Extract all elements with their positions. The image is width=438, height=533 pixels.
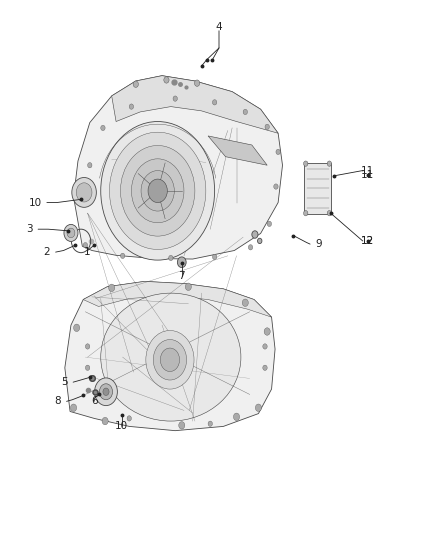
Circle shape bbox=[304, 211, 308, 216]
Circle shape bbox=[141, 171, 174, 211]
Circle shape bbox=[88, 163, 92, 168]
Circle shape bbox=[267, 221, 272, 227]
Circle shape bbox=[120, 146, 195, 236]
Circle shape bbox=[208, 421, 212, 426]
Circle shape bbox=[67, 228, 75, 238]
Circle shape bbox=[120, 253, 125, 259]
Circle shape bbox=[274, 184, 278, 189]
Circle shape bbox=[255, 404, 261, 411]
Text: 11: 11 bbox=[361, 166, 374, 175]
Circle shape bbox=[304, 161, 308, 166]
Circle shape bbox=[276, 149, 280, 155]
Circle shape bbox=[177, 257, 186, 268]
Circle shape bbox=[173, 96, 177, 101]
Circle shape bbox=[169, 255, 173, 261]
Circle shape bbox=[164, 77, 169, 83]
Circle shape bbox=[71, 404, 77, 411]
Polygon shape bbox=[65, 281, 275, 431]
Circle shape bbox=[252, 231, 258, 238]
Circle shape bbox=[84, 200, 88, 205]
Circle shape bbox=[148, 179, 167, 203]
Circle shape bbox=[64, 224, 78, 241]
Text: 4: 4 bbox=[215, 22, 223, 31]
Circle shape bbox=[243, 109, 247, 115]
Circle shape bbox=[129, 104, 134, 109]
Circle shape bbox=[212, 254, 217, 260]
Polygon shape bbox=[112, 76, 278, 133]
Text: 7: 7 bbox=[178, 271, 185, 281]
Circle shape bbox=[265, 124, 269, 130]
Circle shape bbox=[74, 324, 80, 332]
Circle shape bbox=[95, 378, 117, 406]
Circle shape bbox=[327, 211, 332, 216]
Circle shape bbox=[153, 340, 187, 380]
Circle shape bbox=[179, 422, 185, 429]
Circle shape bbox=[133, 81, 138, 87]
Circle shape bbox=[76, 183, 92, 202]
Circle shape bbox=[85, 344, 90, 349]
Circle shape bbox=[101, 125, 105, 131]
Circle shape bbox=[233, 413, 240, 421]
Circle shape bbox=[85, 365, 90, 370]
Polygon shape bbox=[74, 76, 283, 259]
Circle shape bbox=[264, 328, 270, 335]
Circle shape bbox=[83, 243, 88, 248]
Text: 12: 12 bbox=[361, 236, 374, 246]
Text: 9: 9 bbox=[315, 239, 322, 249]
Circle shape bbox=[258, 238, 262, 244]
Text: 2: 2 bbox=[44, 247, 50, 257]
Circle shape bbox=[110, 132, 206, 249]
Circle shape bbox=[185, 283, 191, 290]
Text: 8: 8 bbox=[55, 397, 61, 406]
Circle shape bbox=[248, 245, 253, 250]
Circle shape bbox=[72, 177, 96, 207]
Circle shape bbox=[99, 384, 113, 400]
Text: 5: 5 bbox=[61, 377, 68, 387]
Circle shape bbox=[263, 365, 267, 370]
Circle shape bbox=[103, 388, 109, 395]
Circle shape bbox=[102, 417, 108, 425]
Text: 3: 3 bbox=[26, 224, 33, 234]
Circle shape bbox=[263, 344, 267, 349]
Circle shape bbox=[212, 100, 217, 105]
Circle shape bbox=[194, 80, 200, 86]
Text: 6: 6 bbox=[91, 397, 98, 406]
Text: 12: 12 bbox=[361, 236, 374, 246]
Text: 10: 10 bbox=[115, 422, 128, 431]
Text: 1: 1 bbox=[84, 247, 91, 257]
Polygon shape bbox=[208, 136, 267, 165]
Ellipse shape bbox=[101, 293, 241, 421]
Circle shape bbox=[109, 284, 115, 292]
Text: 10: 10 bbox=[28, 198, 42, 207]
Polygon shape bbox=[83, 281, 272, 317]
Circle shape bbox=[242, 299, 248, 306]
Text: 11: 11 bbox=[361, 170, 374, 180]
Circle shape bbox=[127, 416, 131, 421]
Circle shape bbox=[160, 348, 180, 372]
Circle shape bbox=[146, 330, 194, 389]
Circle shape bbox=[327, 161, 332, 166]
Circle shape bbox=[131, 159, 184, 223]
Polygon shape bbox=[304, 163, 331, 214]
Circle shape bbox=[101, 122, 215, 260]
